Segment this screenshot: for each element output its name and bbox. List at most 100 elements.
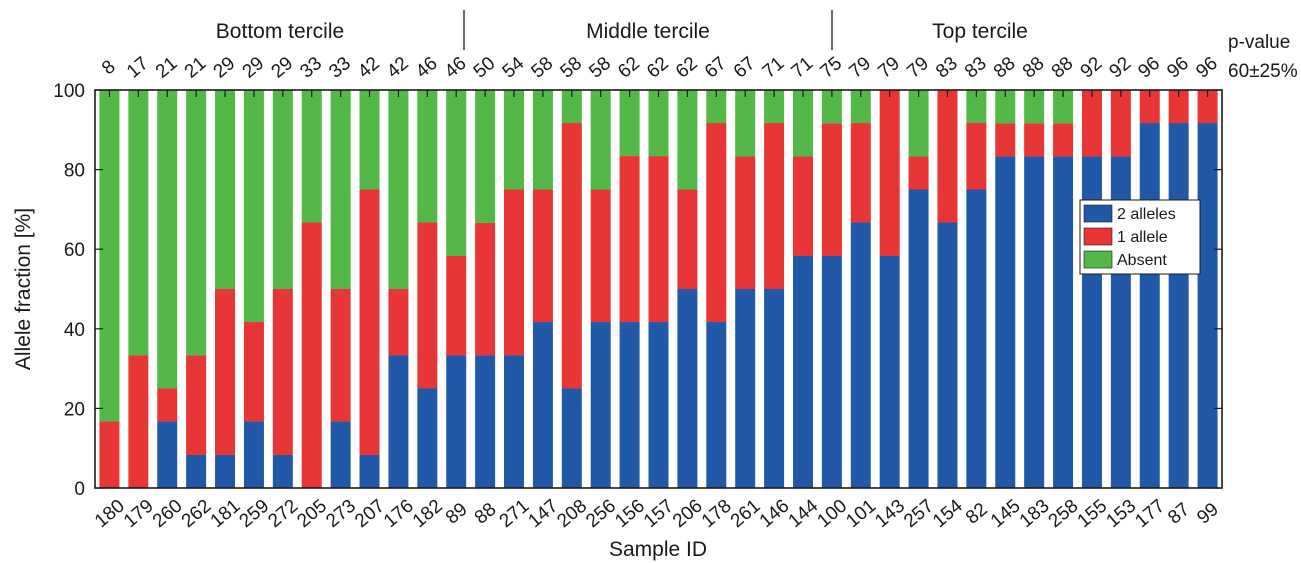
bar-segment-2-alleles (1168, 123, 1189, 488)
bar-segment-1-allele (301, 222, 322, 488)
bar-segment-1-allele (561, 123, 582, 389)
bar-segment-2-alleles (879, 255, 900, 488)
bar-segment-2-alleles (677, 289, 698, 488)
bar-segment-1-allele (330, 289, 351, 422)
pvalue-label: 33 (296, 53, 326, 83)
bar-segment-absent (995, 90, 1016, 124)
bar-segment-1-allele (504, 189, 525, 356)
bar-segment-absent (243, 90, 264, 323)
pvalue-label: 42 (354, 53, 384, 83)
bar-segment-absent (475, 90, 496, 223)
bar-segment-1-allele (1139, 90, 1160, 124)
bar-segment-absent (908, 90, 929, 157)
bar-segment-1-allele (1168, 90, 1189, 124)
bar-segment-absent (330, 90, 351, 289)
pvalue-label: 79 (845, 53, 875, 83)
group-labels: Bottom tercile Middle tercile Top tercil… (216, 10, 1028, 50)
bar-segment-2-alleles (1024, 156, 1045, 488)
pvalue-label: 83 (932, 53, 962, 83)
bar-segment-absent (590, 90, 611, 190)
x-tick-label: 89 (442, 499, 472, 529)
pvalue-label: 29 (210, 53, 240, 83)
pvalue-ticks: 8 17 21 21 29 29 29 33 33 42 42 46 46 50 54 58 58 58 62 62 6… (98, 53, 1222, 83)
pvalue-label: 29 (239, 53, 269, 83)
bar-segment-1-allele (359, 189, 380, 455)
bar-segment-2-alleles (821, 255, 842, 488)
bar-segment-1-allele (648, 156, 669, 323)
bar-segment-absent (504, 90, 525, 190)
bar-segment-absent (446, 90, 467, 256)
bar-segment-2-alleles (995, 156, 1016, 488)
bar-segment-1-allele (995, 123, 1016, 157)
x-axis-title: Sample ID (609, 538, 707, 561)
pvalue-summary: 60±25% (1228, 61, 1298, 82)
pvalue-label: 58 (556, 53, 586, 83)
pvalue-label: 29 (267, 53, 297, 83)
pvalue-label: 88 (990, 53, 1020, 83)
bar-segment-1-allele (792, 156, 813, 256)
bar-segment-2-alleles (1053, 156, 1074, 488)
bar-segment-2-alleles (475, 355, 496, 488)
bar-segment-1-allele (388, 289, 409, 356)
bar-segment-2-alleles (619, 322, 640, 488)
legend-swatch-2-alleles (1083, 204, 1113, 223)
bar-segment-1-allele (1081, 90, 1102, 157)
bar-segment-2-alleles (966, 189, 987, 488)
bar-segment-2-alleles (417, 388, 438, 488)
bar-segment-1-allele (677, 189, 698, 289)
bar-segment-absent (417, 90, 438, 223)
bar-segment-absent (99, 90, 120, 422)
bar-segment-2-alleles (446, 355, 467, 488)
y-axis: 0 20 40 60 80 100 (53, 81, 1222, 500)
bar-segment-1-allele (1110, 90, 1131, 157)
legend-swatch-absent (1083, 250, 1113, 269)
legend-label-absent: Absent (1117, 252, 1167, 269)
pvalue-label: 79 (874, 53, 904, 83)
y-tick-label: 0 (74, 479, 85, 500)
bar-segment-2-alleles (590, 322, 611, 488)
pvalue-label: 58 (585, 53, 615, 83)
y-tick-label: 80 (64, 161, 85, 182)
bars (99, 89, 1218, 488)
bar-segment-absent (792, 90, 813, 157)
bar-segment-1-allele (99, 421, 120, 488)
bar-segment-2-alleles (186, 454, 207, 488)
pvalue-label: 33 (325, 53, 355, 83)
bar-segment-absent (706, 90, 727, 124)
bar-segment-2-alleles (764, 289, 785, 488)
bar-segment-1-allele (937, 90, 958, 223)
bar-segment-1-allele (764, 123, 785, 289)
bar-segment-1-allele (532, 189, 553, 323)
bar-segment-absent (850, 90, 871, 124)
bar-segment-1-allele (1024, 123, 1045, 157)
bar-segment-1-allele (735, 156, 756, 289)
bar-segment-2-alleles (359, 454, 380, 488)
bar-segment-2-alleles (157, 421, 178, 488)
pvalue-label: 17 (123, 53, 153, 83)
pvalue-label: 71 (788, 53, 818, 83)
group-label-middle-tercile: Middle tercile (586, 20, 710, 43)
pvalue-label: 62 (643, 53, 673, 83)
bar-segment-1-allele (186, 355, 207, 455)
pvalue-title: p-value (1228, 32, 1290, 53)
bar-segment-1-allele (128, 355, 149, 488)
pvalue-label: 92 (1105, 53, 1135, 83)
bar-segment-absent (966, 90, 987, 124)
pvalue-label: 54 (499, 53, 529, 83)
bar-segment-1-allele (243, 322, 264, 422)
legend-swatch-1-allele (1083, 227, 1113, 246)
bar-segment-absent (128, 90, 149, 356)
bar-segment-absent (1024, 90, 1045, 124)
legend-label-2-alleles: 2 alleles (1117, 206, 1176, 223)
pvalue-label: 58 (528, 53, 558, 83)
bar-segment-2-alleles (735, 289, 756, 488)
bar-segment-absent (735, 90, 756, 157)
bar-segment-2-alleles (388, 355, 409, 488)
bar-segment-2-alleles (330, 421, 351, 488)
pvalue-label: 8 (98, 56, 120, 79)
x-tick-label: 177 (1131, 496, 1169, 532)
x-tick-label: 87 (1164, 499, 1194, 529)
bar-segment-absent (648, 89, 669, 157)
bar-segment-1-allele (157, 388, 178, 422)
